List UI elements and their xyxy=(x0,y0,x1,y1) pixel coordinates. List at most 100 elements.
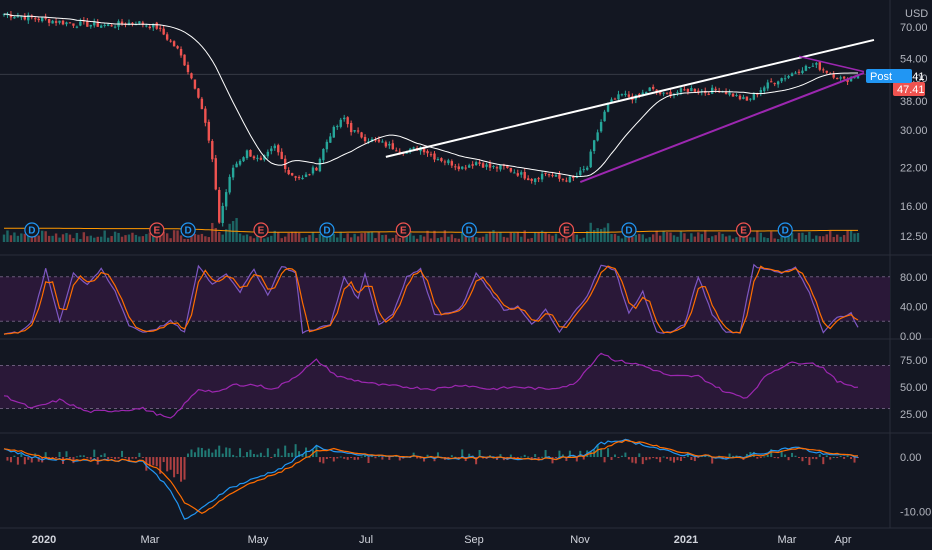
event-marker-d[interactable]: D xyxy=(777,222,793,238)
macd-histogram-bar xyxy=(218,445,221,458)
macd-histogram-bar xyxy=(794,455,797,458)
volume-bar xyxy=(624,234,627,242)
event-marker-d[interactable]: D xyxy=(319,222,335,238)
volume-bar xyxy=(395,234,398,242)
macd-histogram-bar xyxy=(127,457,130,462)
volume-bar xyxy=(613,233,617,242)
macd-histogram-bar xyxy=(266,448,269,458)
candle-body xyxy=(148,26,152,29)
volume-bar xyxy=(794,238,797,242)
volume-bar xyxy=(20,233,23,242)
candle-body xyxy=(356,130,360,132)
candle-body xyxy=(787,76,790,78)
macd-histogram-bar xyxy=(280,455,283,458)
candle-body xyxy=(641,92,644,95)
macd-histogram-bar xyxy=(846,455,849,458)
candle-body xyxy=(72,23,75,26)
candle-body xyxy=(756,93,759,95)
volume-bar xyxy=(214,227,217,242)
macd-histogram-bar xyxy=(79,455,82,458)
time-axis-label: Apr xyxy=(834,534,851,546)
volume-bar xyxy=(530,238,533,242)
event-marker-e[interactable]: E xyxy=(735,222,752,238)
event-marker-d[interactable]: D xyxy=(24,222,40,238)
marker-circle xyxy=(558,222,575,238)
volume-bar xyxy=(697,232,700,242)
marker-letter: E xyxy=(740,226,747,237)
marker-letter: D xyxy=(466,226,473,237)
volume-bar xyxy=(6,230,9,242)
marker-letter: E xyxy=(258,226,265,237)
candle-body xyxy=(231,167,235,178)
macd-histogram-bar xyxy=(364,454,367,458)
volume-bar xyxy=(776,238,780,242)
macd-histogram-bar xyxy=(787,457,790,461)
macd-histogram-bar xyxy=(318,457,321,463)
volume-bar xyxy=(540,230,544,242)
macd-histogram-bar xyxy=(204,450,207,458)
volume-bar xyxy=(277,232,280,242)
candle-body xyxy=(86,21,89,27)
macd-histogram-bar xyxy=(214,449,217,458)
volume-bar xyxy=(676,236,679,242)
candle-body xyxy=(388,144,391,146)
candle-body xyxy=(277,145,280,153)
time-axis-label: Mar xyxy=(141,534,160,546)
volume-bar xyxy=(245,234,249,242)
candle-body xyxy=(780,78,783,82)
candle-body xyxy=(509,167,513,172)
volume-bar xyxy=(179,235,183,242)
candle-body xyxy=(242,157,245,162)
candle-body xyxy=(363,136,367,142)
candle-body xyxy=(336,126,339,128)
macd-line-main xyxy=(3,438,859,520)
candle-body xyxy=(495,167,499,169)
candle-body xyxy=(152,23,155,28)
event-marker-d[interactable]: D xyxy=(180,222,196,238)
event-marker-d[interactable]: D xyxy=(461,222,477,238)
event-marker-e[interactable]: E xyxy=(253,222,269,238)
currency-label[interactable]: USD xyxy=(905,8,928,20)
volume-bar xyxy=(79,238,82,242)
macd-histogram-bar xyxy=(152,457,155,466)
macd-histogram-bar xyxy=(114,457,117,460)
candle-body xyxy=(676,92,679,94)
candle-body xyxy=(728,92,731,95)
volume-bar xyxy=(849,230,853,242)
volume-bar xyxy=(301,237,304,242)
volume-bar xyxy=(363,232,367,242)
candle-body xyxy=(54,21,58,23)
macd-histogram-bar xyxy=(662,456,665,458)
event-marker-e[interactable]: E xyxy=(395,222,411,238)
volume-bar xyxy=(603,227,606,242)
macd-histogram-bar xyxy=(683,457,686,459)
volume-bar xyxy=(183,238,186,242)
macd-histogram-bar xyxy=(37,457,40,462)
post-badge-box xyxy=(866,69,912,83)
candle-body xyxy=(853,77,856,79)
volume-bar xyxy=(412,235,415,242)
macd-histogram-bar xyxy=(624,452,627,458)
volume-bar xyxy=(134,234,138,242)
candle-body xyxy=(835,78,839,80)
volume-bar xyxy=(811,238,815,242)
event-marker-e[interactable]: E xyxy=(149,222,165,238)
macd-histogram-bar xyxy=(159,457,162,474)
macd-histogram-bar xyxy=(582,457,585,460)
macd-histogram-bar xyxy=(107,457,110,460)
price-tick-label: 12.50 xyxy=(900,231,928,243)
candle-body xyxy=(474,162,478,166)
event-marker-e[interactable]: E xyxy=(558,222,575,238)
macd-histogram-bar xyxy=(419,457,422,459)
macd-histogram-bar xyxy=(832,456,835,458)
candle-body xyxy=(818,62,822,70)
macd-histogram-bar xyxy=(270,457,273,459)
macd-histogram-bar xyxy=(9,457,12,463)
volume-bar xyxy=(200,233,204,242)
candle-body xyxy=(301,177,304,180)
event-marker-d[interactable]: D xyxy=(621,222,637,238)
volume-bar xyxy=(568,238,572,242)
candle-body xyxy=(766,82,769,89)
